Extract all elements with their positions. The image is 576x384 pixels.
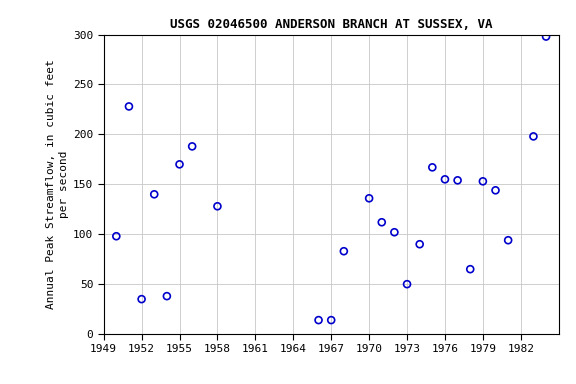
Point: [137, 296, 146, 302]
Point: [390, 229, 399, 235]
Point: [503, 237, 513, 243]
Point: [213, 203, 222, 209]
Point: [150, 191, 159, 197]
Point: [415, 241, 425, 247]
Point: [453, 177, 462, 184]
Point: [339, 248, 348, 254]
Title: USGS 02046500 ANDERSON BRANCH AT SUSSEX, VA: USGS 02046500 ANDERSON BRANCH AT SUSSEX,…: [170, 18, 492, 31]
Point: [440, 176, 449, 182]
Point: [112, 233, 121, 239]
Y-axis label: Annual Peak Streamflow, in cubic feet
per second: Annual Peak Streamflow, in cubic feet pe…: [46, 60, 69, 309]
Point: [529, 133, 538, 139]
Point: [465, 266, 475, 272]
Point: [162, 293, 172, 299]
Point: [365, 195, 374, 201]
Point: [314, 317, 323, 323]
Point: [428, 164, 437, 170]
Point: [478, 178, 487, 184]
Point: [491, 187, 500, 194]
Point: [175, 161, 184, 167]
Point: [403, 281, 412, 287]
Point: [327, 317, 336, 323]
Point: [541, 33, 551, 40]
Point: [188, 143, 197, 149]
Point: [124, 103, 134, 109]
Point: [377, 219, 386, 225]
